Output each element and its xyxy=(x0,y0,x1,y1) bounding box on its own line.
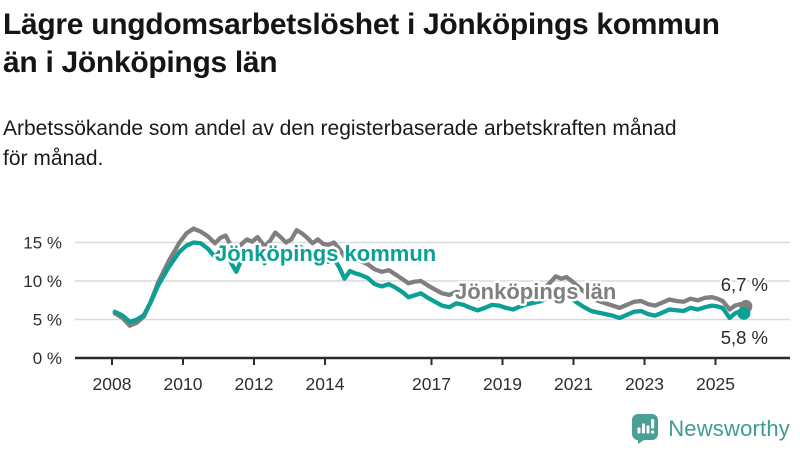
chart-title: Lägre ungdomsarbetslöshet i Jönköpings k… xyxy=(3,8,720,79)
x-axis-label-2019: 2019 xyxy=(483,374,522,394)
y-axis-label-0: 0 % xyxy=(33,349,62,368)
end-dot-kommun xyxy=(737,306,751,320)
newsworthy-logo: Newsworthy xyxy=(631,413,790,444)
end-value-label-lan: 6,7 % xyxy=(721,274,768,295)
series-label-lan: Jönköpings län xyxy=(455,279,616,304)
series-line-lan xyxy=(112,226,747,328)
x-axis-label-2014: 2014 xyxy=(306,374,345,394)
x-axis-label-2010: 2010 xyxy=(164,374,203,394)
x-axis-label-2008: 2008 xyxy=(93,374,132,394)
y-axis-label-5: 5 % xyxy=(33,311,62,330)
newsworthy-icon xyxy=(632,414,659,444)
series-label-kommun: Jönköpings kommun xyxy=(215,241,436,266)
end-value-label-kommun: 5,8 % xyxy=(721,327,768,348)
newsworthy-wordmark: Newsworthy xyxy=(668,415,790,441)
x-axis-label-2025: 2025 xyxy=(696,374,735,394)
y-axis-label-15: 15 % xyxy=(23,234,62,253)
x-axis-label-2012: 2012 xyxy=(235,374,274,394)
x-axis-label-2021: 2021 xyxy=(554,374,593,394)
y-axis-label-10: 10 % xyxy=(23,272,62,291)
x-axis-label-2023: 2023 xyxy=(625,374,664,394)
series-line-kommun xyxy=(112,240,747,324)
chart-subtitle: Arbetssökande som andel av den registerb… xyxy=(3,117,677,170)
x-axis-label-2017: 2017 xyxy=(412,374,451,394)
